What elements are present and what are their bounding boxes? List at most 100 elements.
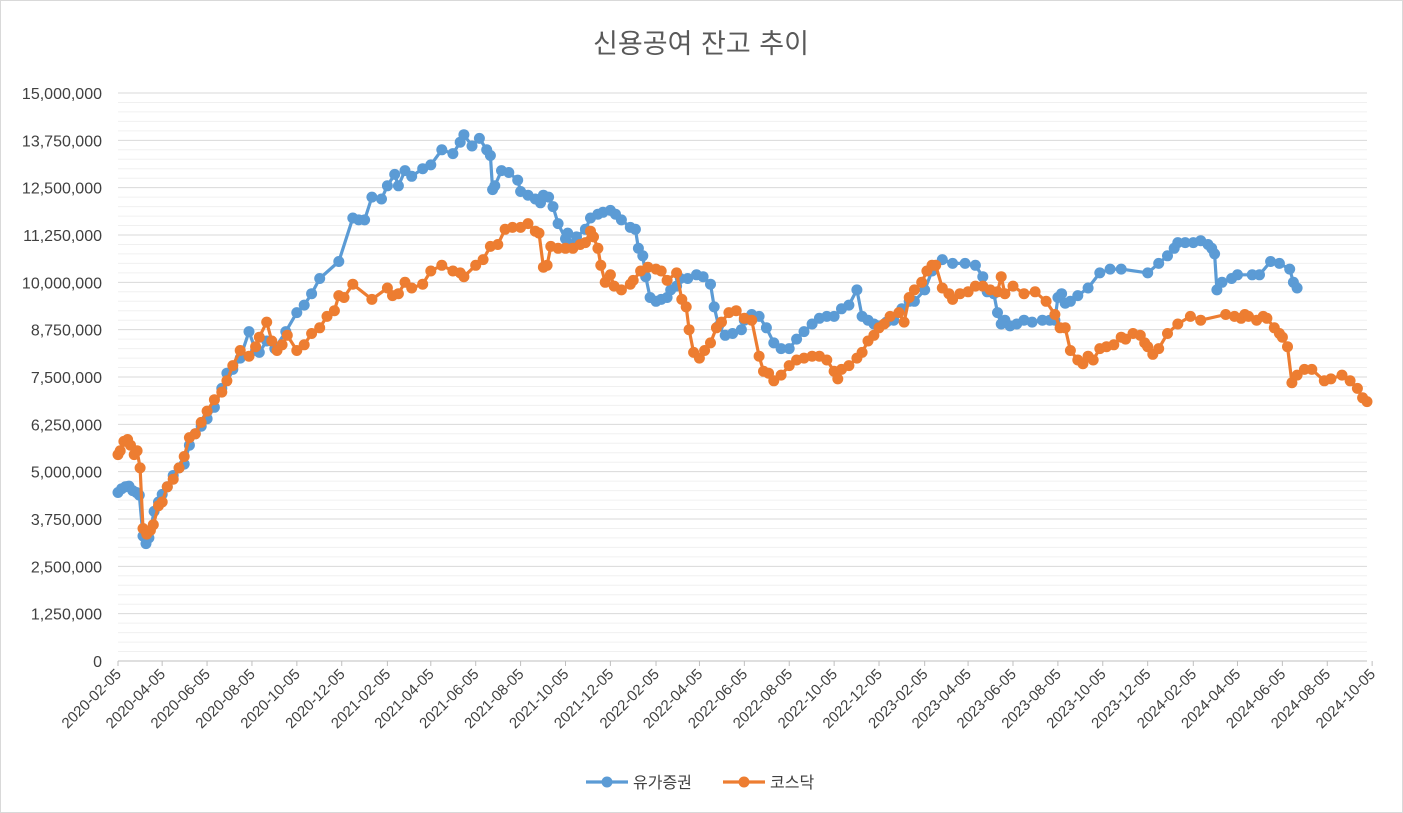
data-point [828, 310, 840, 322]
data-point [1049, 309, 1061, 320]
data-point [406, 170, 418, 182]
data-point [1265, 256, 1277, 267]
series-1 [112, 129, 1303, 550]
data-point [716, 316, 727, 328]
data-point [227, 360, 239, 372]
data-point [114, 445, 126, 457]
data-point [832, 373, 844, 385]
data-point [389, 168, 401, 180]
data-point [959, 257, 971, 269]
data-point [661, 274, 673, 286]
data-point [683, 324, 695, 336]
data-point [1094, 267, 1106, 279]
data-point [484, 150, 496, 161]
data-point [995, 271, 1007, 283]
data-point [1018, 288, 1030, 300]
data-point [1216, 276, 1228, 288]
data-point [1172, 318, 1184, 330]
data-point [783, 343, 795, 355]
data-point [266, 335, 278, 347]
data-point [366, 293, 378, 305]
data-point [562, 227, 574, 239]
data-point [503, 167, 515, 178]
data-point [1284, 263, 1296, 275]
data-point [753, 350, 765, 362]
data-point [1082, 282, 1094, 294]
y-tick-label: 2,500,000 [31, 559, 102, 576]
axes: 0 1,250,000 2,500,000 3,750,000 5,000,000 6,2… [22, 86, 1379, 732]
data-point [884, 310, 896, 322]
legend-item: 유가증권 [586, 773, 692, 792]
data-point [1104, 263, 1116, 275]
data-point [533, 227, 545, 239]
data-point [1029, 286, 1041, 298]
data-point [727, 328, 739, 339]
y-tick-label: 7,500,000 [31, 370, 102, 387]
data-point [637, 250, 649, 262]
data-point [359, 214, 371, 226]
data-point [221, 375, 233, 387]
data-point [604, 269, 616, 281]
legend-marker [738, 776, 750, 788]
data-point [208, 394, 220, 406]
data-point [1072, 290, 1084, 302]
legend-label: 유가증권 [633, 773, 692, 792]
data-point [447, 148, 459, 160]
data-point [775, 343, 787, 355]
series-layer [112, 129, 1373, 550]
data-point [1282, 341, 1293, 353]
data-point [1162, 250, 1173, 262]
data-point [1153, 257, 1165, 269]
data-point [1361, 396, 1373, 408]
y-tick-label: 12,500,000 [22, 181, 102, 198]
data-point [392, 180, 404, 192]
data-point [507, 221, 518, 233]
data-point [977, 271, 989, 283]
data-point [392, 288, 404, 300]
data-point [1064, 295, 1076, 307]
data-point [552, 218, 564, 230]
data-point [321, 310, 333, 322]
data-point [1232, 269, 1243, 281]
series-2 [112, 218, 1373, 540]
data-point [541, 259, 553, 271]
data-point [1195, 314, 1207, 326]
data-point [522, 218, 534, 230]
data-point [671, 267, 683, 279]
y-tick-label: 0 [93, 654, 102, 671]
data-point [629, 223, 641, 235]
legend-marker [601, 776, 613, 788]
data-point [627, 274, 639, 286]
data-point [680, 301, 692, 313]
data-point [347, 278, 359, 290]
data-point [1184, 310, 1196, 322]
data-point [1291, 282, 1303, 294]
data-point [1273, 257, 1285, 269]
data-point [708, 301, 720, 313]
y-tick-label: 6,250,000 [31, 417, 102, 434]
data-point [167, 473, 179, 485]
data-point [436, 144, 448, 156]
y-tick-label: 5,000,000 [31, 465, 102, 482]
data-point [261, 316, 273, 328]
data-point [291, 307, 303, 319]
data-point [697, 271, 709, 283]
data-point [131, 445, 143, 457]
data-point [893, 307, 905, 319]
data-point [298, 299, 310, 311]
data-point [306, 288, 318, 300]
data-point [1059, 322, 1071, 334]
data-point [655, 265, 667, 277]
data-point [1087, 354, 1099, 366]
y-tick-label: 11,250,000 [23, 228, 102, 245]
data-point [178, 451, 190, 462]
data-point [1336, 369, 1348, 381]
data-point [705, 337, 716, 349]
data-point [470, 259, 482, 271]
legend-label: 코스닥 [770, 773, 814, 792]
data-point [466, 140, 478, 152]
y-tick-label: 10,000,000 [22, 275, 102, 292]
data-point [250, 341, 262, 353]
data-point [1344, 375, 1356, 387]
